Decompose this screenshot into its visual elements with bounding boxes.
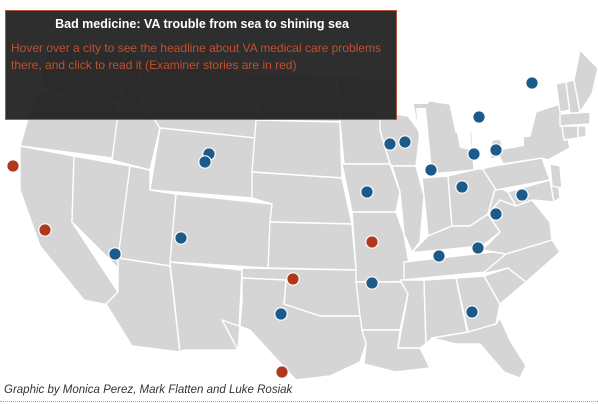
state-nm xyxy=(169,261,243,353)
city-markers xyxy=(6,76,539,379)
city-marker-hines[interactable] xyxy=(383,137,397,151)
city-marker-denver[interactable] xyxy=(198,155,212,169)
state-ar xyxy=(355,281,409,331)
lake-1 xyxy=(392,94,432,104)
state-co xyxy=(169,193,273,269)
city-marker-albany[interactable] xyxy=(525,76,539,90)
state-in xyxy=(421,175,453,237)
city-marker-cleveland[interactable] xyxy=(467,147,481,161)
city-marker-washington[interactable] xyxy=(515,188,529,202)
city-marker-jackson[interactable] xyxy=(365,276,379,290)
info-box-title: Bad medicine: VA trouble from sea to shi… xyxy=(55,17,349,31)
state-ct xyxy=(561,125,579,141)
city-marker-chicago[interactable] xyxy=(398,135,412,149)
lake-2 xyxy=(416,108,430,150)
city-marker-columbia[interactable] xyxy=(471,241,485,255)
state-nj xyxy=(549,163,563,189)
city-marker-durham[interactable] xyxy=(489,207,503,221)
state-ri xyxy=(577,125,587,139)
state-fl xyxy=(431,317,527,379)
city-marker-san-francisco[interactable] xyxy=(6,159,20,173)
city-marker-phoenix[interactable] xyxy=(108,247,122,261)
city-marker-san-antonio[interactable] xyxy=(274,307,288,321)
city-marker-tampa[interactable] xyxy=(465,305,479,319)
lake-3 xyxy=(456,128,472,150)
lake-4 xyxy=(476,156,504,170)
city-marker-dallas[interactable] xyxy=(286,272,300,286)
city-marker-columbus[interactable] xyxy=(455,180,469,194)
state-ny xyxy=(489,103,571,167)
state-me xyxy=(573,49,598,113)
city-marker-pittsburgh[interactable] xyxy=(489,143,503,157)
info-box-text: Hover over a city to see the headline ab… xyxy=(11,41,381,72)
state-sd xyxy=(251,119,343,179)
state-la xyxy=(361,329,431,373)
info-box: Bad medicine: VA trouble from sea to shi… xyxy=(5,10,397,120)
city-marker-memphis[interactable] xyxy=(365,235,379,249)
city-marker-los-angeles[interactable] xyxy=(38,223,52,237)
state-mo xyxy=(351,211,411,283)
state-ks xyxy=(267,221,357,271)
city-marker-st-louis[interactable] xyxy=(360,185,374,199)
state-tx xyxy=(221,277,367,380)
state-ma xyxy=(559,111,591,127)
state-az xyxy=(105,257,181,353)
city-marker-buffalo[interactable] xyxy=(472,110,486,124)
graphic-credit: Graphic by Monica Perez, Mark Flatten an… xyxy=(4,384,293,396)
city-marker-indianapolis[interactable] xyxy=(424,163,438,177)
great-lakes xyxy=(392,94,524,170)
lake-5 xyxy=(500,136,524,150)
state-il xyxy=(391,165,425,253)
city-marker-atlanta[interactable] xyxy=(432,249,446,263)
footer-divider xyxy=(0,401,598,402)
city-marker-albuquerque[interactable] xyxy=(174,231,188,245)
state-ga xyxy=(455,275,501,333)
city-marker-brownsville[interactable] xyxy=(275,365,289,379)
